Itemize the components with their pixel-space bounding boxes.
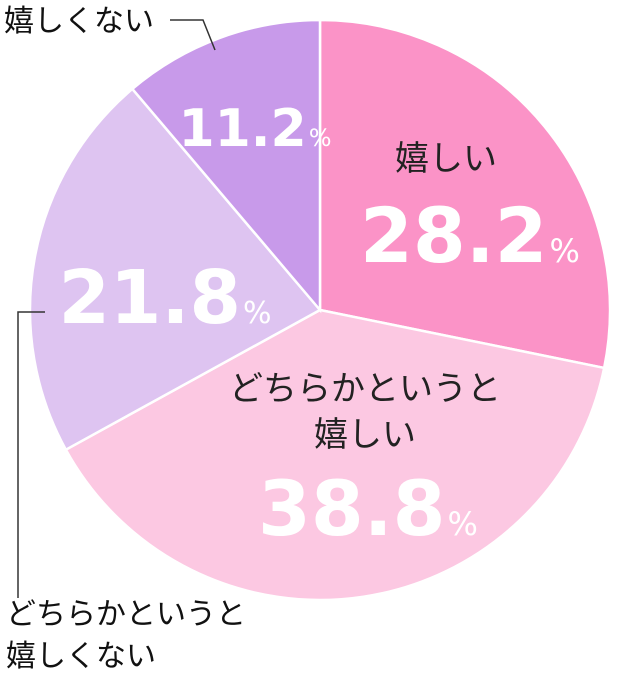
value-number-ureshikunai: 11.2 [178, 99, 306, 159]
percent-sign-ureshii: % [550, 232, 580, 270]
label-dochiraka-ureshikunai-line2: 嬉しくない [6, 639, 156, 674]
slice-ureshii [318, 18, 612, 370]
slice-dochiraka-ureshikunai [28, 87, 322, 452]
percent-sign-ureshikunai: % [309, 124, 332, 152]
percent-sign-dochiraka-ureshikunai: % [243, 296, 272, 331]
slice-ureshikunai [130, 18, 322, 314]
percent-sign-dochiraka-ureshii: % [448, 505, 478, 543]
slice-dochiraka-ureshii [64, 308, 606, 602]
value-number-ureshii: 28.2 [360, 191, 548, 280]
value-dochiraka-ureshikunai: 21.8% [58, 255, 271, 341]
label-dochiraka-ureshikunai-line1: どちらかというと [6, 597, 246, 632]
label-ureshikunai: 嬉しくない [4, 4, 154, 39]
label-ureshii: 嬉しい [395, 139, 497, 179]
value-dochiraka-ureshii: 38.8% [258, 464, 478, 553]
label-dochiraka-ureshii-line2: 嬉しい [314, 415, 416, 455]
value-number-dochiraka-ureshii: 38.8 [258, 464, 446, 553]
leader-line-ureshikunai [170, 19, 216, 51]
value-number-dochiraka-ureshikunai: 21.8 [58, 255, 241, 341]
label-dochiraka-ureshii-line1: どちらかというと [229, 369, 501, 409]
leader-line-dochiraka-ureshikunai [17, 311, 45, 598]
value-ureshikunai: 11.2% [178, 99, 331, 159]
value-ureshii: 28.2% [360, 191, 580, 280]
